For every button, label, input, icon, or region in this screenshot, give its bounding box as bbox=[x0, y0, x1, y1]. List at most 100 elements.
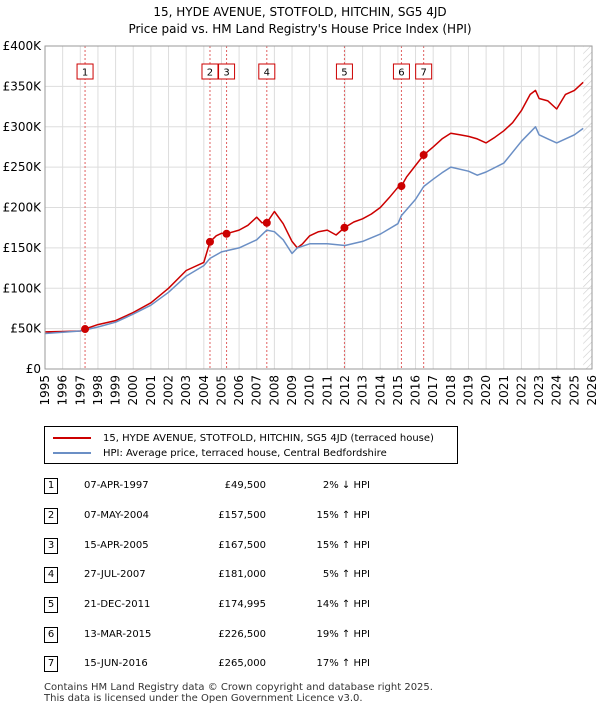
sale-date: 21-DEC-2011 bbox=[84, 599, 151, 610]
footer: Contains HM Land Registry data © Crown c… bbox=[44, 682, 433, 704]
sale-date: 07-APR-1997 bbox=[84, 480, 149, 491]
y-tick-label: £350K bbox=[3, 79, 43, 93]
sale-label-2: 2 bbox=[207, 68, 213, 79]
sale-marker-5 bbox=[340, 223, 349, 232]
plot-frame bbox=[44, 45, 593, 370]
sale-price: £265,000 bbox=[218, 658, 266, 669]
sale-label-1: 1 bbox=[82, 68, 88, 79]
y-tick-label: £0 bbox=[26, 362, 41, 376]
sale-marker-1 bbox=[81, 325, 90, 334]
sale-marker-6 bbox=[397, 182, 406, 191]
x-tick-label: 1998 bbox=[91, 375, 105, 406]
x-tick-label: 2012 bbox=[338, 375, 352, 406]
y-tick-label: £250K bbox=[3, 160, 43, 174]
sale-hpi-change: 2% ↓ HPI bbox=[322, 480, 370, 491]
x-tick-label: 2011 bbox=[320, 375, 334, 406]
x-tick-label: 2017 bbox=[426, 375, 440, 406]
chart-title-block: 15, HYDE AVENUE, STOTFOLD, HITCHIN, SG5 … bbox=[0, 4, 600, 38]
sale-date: 27-JUL-2007 bbox=[84, 569, 146, 580]
y-tick-label: £300K bbox=[3, 120, 43, 134]
sale-date: 13-MAR-2015 bbox=[84, 629, 152, 640]
y-tick-label: £100K bbox=[3, 281, 43, 295]
sale-row-number: 3 bbox=[44, 538, 58, 554]
sale-label-6: 6 bbox=[398, 68, 404, 79]
x-tick-label: 2015 bbox=[391, 375, 405, 406]
x-tick-label: 2008 bbox=[267, 375, 281, 406]
sale-row-number: 1 bbox=[44, 478, 58, 494]
sale-marker-3 bbox=[222, 229, 231, 238]
sale-price: £167,500 bbox=[218, 540, 266, 551]
sale-date: 15-JUN-2016 bbox=[84, 658, 148, 669]
sale-marker-4 bbox=[262, 218, 271, 227]
sale-price: £181,000 bbox=[218, 569, 266, 580]
sale-label-box-6 bbox=[392, 63, 410, 80]
sale-label-box-2 bbox=[201, 63, 219, 80]
sale-label-box-3 bbox=[218, 63, 236, 80]
sale-marker-7 bbox=[419, 151, 428, 160]
x-tick-label: 2021 bbox=[497, 375, 511, 406]
sale-price: £157,500 bbox=[218, 510, 266, 521]
sale-hpi-change: 5% ↑ HPI bbox=[322, 569, 370, 580]
sale-hpi-change: 19% ↑ HPI bbox=[316, 629, 370, 640]
x-tick-label: 2005 bbox=[214, 375, 228, 406]
sale-date: 15-APR-2005 bbox=[84, 540, 149, 551]
x-tick-label: 2025 bbox=[567, 375, 581, 406]
sale-label-3: 3 bbox=[223, 68, 229, 79]
sale-date: 07-MAY-2004 bbox=[84, 510, 150, 521]
x-tick-label: 1997 bbox=[73, 375, 87, 406]
chart-title: 15, HYDE AVENUE, STOTFOLD, HITCHIN, SG5 … bbox=[153, 5, 447, 19]
sale-hpi-change: 15% ↑ HPI bbox=[316, 540, 370, 551]
x-tick-label: 2020 bbox=[479, 375, 493, 406]
x-tick-label: 2010 bbox=[303, 375, 317, 406]
sale-row-number: 4 bbox=[44, 567, 58, 583]
footer-copyright: Contains HM Land Registry data © Crown c… bbox=[44, 682, 433, 693]
chart-legend: 15, HYDE AVENUE, STOTFOLD, HITCHIN, SG5 … bbox=[44, 426, 458, 464]
sale-row-number: 5 bbox=[44, 597, 58, 613]
x-tick-label: 2023 bbox=[532, 375, 546, 406]
sale-label-box-7 bbox=[415, 63, 433, 80]
chart-subtitle: Price paid vs. HM Land Registry's House … bbox=[128, 22, 472, 36]
y-tick-label: £400K bbox=[3, 39, 43, 53]
forecast-hatch bbox=[583, 46, 592, 369]
y-tick-label: £200K bbox=[3, 201, 43, 215]
x-tick-label: 2006 bbox=[232, 375, 246, 406]
x-tick-label: 2000 bbox=[126, 375, 140, 406]
sale-marker-2 bbox=[205, 237, 214, 246]
sale-label-box-1 bbox=[76, 63, 94, 80]
sale-price: £226,500 bbox=[218, 629, 266, 640]
sale-label-box-5 bbox=[335, 63, 353, 80]
x-tick-label: 2024 bbox=[550, 375, 564, 406]
x-tick-label: 2003 bbox=[179, 375, 193, 406]
legend-label-property: 15, HYDE AVENUE, STOTFOLD, HITCHIN, SG5 … bbox=[103, 432, 434, 444]
legend-item-hpi: HPI: Average price, terraced house, Cent… bbox=[53, 446, 387, 460]
x-tick-label: 2022 bbox=[514, 375, 528, 406]
sale-hpi-change: 17% ↑ HPI bbox=[316, 658, 370, 669]
legend-line-property bbox=[53, 437, 91, 439]
sale-row-number: 2 bbox=[44, 508, 58, 524]
x-tick-label: 1999 bbox=[109, 375, 123, 406]
sale-row-number: 6 bbox=[44, 627, 58, 643]
y-tick-label: £150K bbox=[3, 241, 43, 255]
x-tick-label: 2019 bbox=[461, 375, 475, 406]
legend-line-hpi bbox=[53, 452, 91, 454]
x-tick-label: 2016 bbox=[409, 375, 423, 406]
x-tick-label: 2002 bbox=[162, 375, 176, 406]
legend-label-hpi: HPI: Average price, terraced house, Cent… bbox=[103, 447, 387, 459]
sale-hpi-change: 15% ↑ HPI bbox=[316, 510, 370, 521]
x-tick-label: 2007 bbox=[250, 375, 264, 406]
x-tick-label: 2026 bbox=[585, 375, 599, 406]
x-tick-label: 2013 bbox=[356, 375, 370, 406]
sale-price: £49,500 bbox=[224, 480, 266, 491]
x-tick-label: 1996 bbox=[56, 375, 70, 406]
sale-row-number: 7 bbox=[44, 656, 58, 672]
footer-licence: This data is licensed under the Open Gov… bbox=[44, 693, 363, 704]
series-line-hpi bbox=[44, 126, 584, 335]
sale-hpi-change: 14% ↑ HPI bbox=[316, 599, 370, 610]
sale-label-5: 5 bbox=[341, 68, 347, 79]
x-tick-label: 2018 bbox=[444, 375, 458, 406]
x-tick-label: 2009 bbox=[285, 375, 299, 406]
x-tick-label: 2004 bbox=[197, 375, 211, 406]
sale-price: £174,995 bbox=[218, 599, 266, 610]
y-tick-label: £50K bbox=[10, 322, 42, 336]
